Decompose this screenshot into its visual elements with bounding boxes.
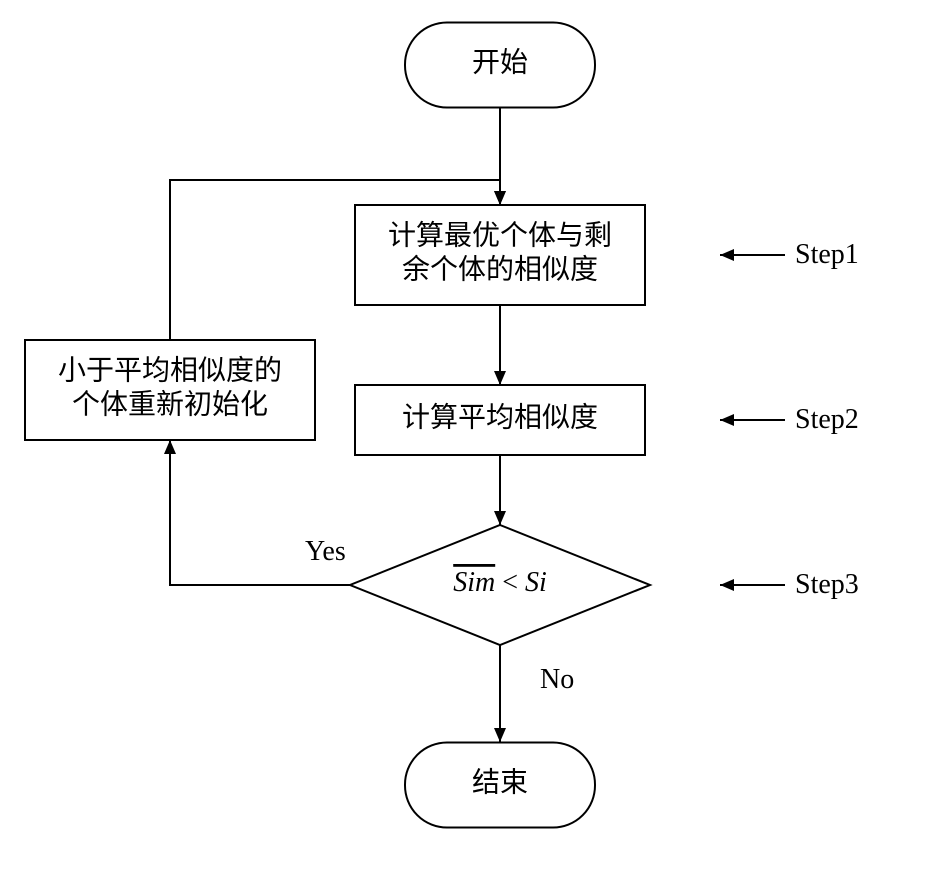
annotation-step1: Step1: [795, 239, 859, 270]
node-reinit-label2: 个体重新初始化: [72, 388, 268, 420]
node-reinit-label1: 小于平均相似度的: [58, 354, 282, 386]
node-decision: Sim < Si: [350, 525, 650, 645]
annotation-step2: Step2: [795, 404, 859, 435]
node-end-label: 结束: [472, 766, 528, 798]
node-decision-formula: Sim < Si: [453, 567, 547, 598]
node-step1-label2: 余个体的相似度: [402, 253, 598, 285]
node-step2-label: 计算平均相似度: [402, 401, 598, 433]
edge-label: No: [540, 664, 574, 695]
annotation-step3: Step3: [795, 569, 859, 600]
edge-label: Yes: [305, 536, 346, 567]
node-start-label: 开始: [472, 46, 528, 78]
node-step1-label1: 计算最优个体与剩: [388, 219, 612, 251]
